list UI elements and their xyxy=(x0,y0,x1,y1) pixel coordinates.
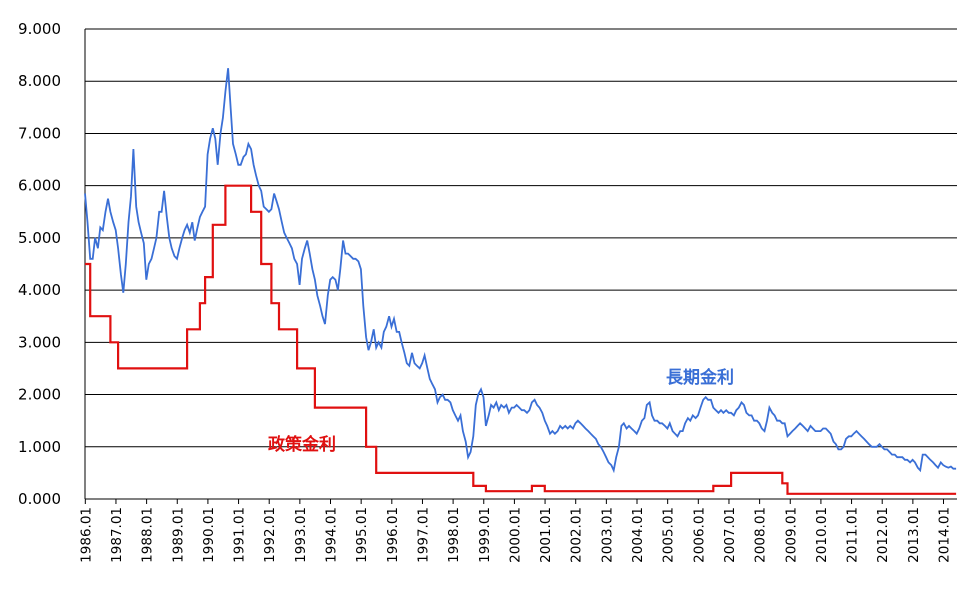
x-tick-label: 2005.01 xyxy=(661,507,677,563)
x-tick-label: 2000.01 xyxy=(507,507,523,563)
y-axis-ticks: 0.000 1.000 2.000 3.000 4.000 5.000 6.000 7.000… xyxy=(18,20,61,508)
x-tick-label: 2014.01 xyxy=(937,507,953,563)
x-tick-label: 1998.01 xyxy=(446,507,462,563)
y-tick-label: 3.000 xyxy=(18,333,61,351)
y-tick-label: 9.000 xyxy=(18,20,61,38)
x-tick-label: 2007.01 xyxy=(722,507,738,563)
x-tick-label: 2012.01 xyxy=(875,507,891,563)
x-tick-label: 1988.01 xyxy=(140,507,156,563)
y-tick-label: 6.000 xyxy=(18,177,61,195)
x-tick-label: 2009.01 xyxy=(783,507,799,563)
series-policy-rate xyxy=(85,184,957,495)
y-tick-label: 0.000 xyxy=(18,490,61,508)
x-tick-label: 1989.01 xyxy=(170,507,186,563)
x-tick-label: 1987.01 xyxy=(109,507,125,563)
x-tick-label: 1994.01 xyxy=(324,507,340,563)
x-tick-label: 1991.01 xyxy=(232,507,248,563)
y-tick-label: 8.000 xyxy=(18,72,61,90)
x-tick-label: 1992.01 xyxy=(262,507,278,563)
x-tick-label: 2006.01 xyxy=(691,507,707,563)
x-tick-label: 2003.01 xyxy=(599,507,615,563)
y-tick-label: 1.000 xyxy=(18,438,61,456)
y-tick-label: 4.000 xyxy=(18,281,61,299)
x-tick-label: 2011.01 xyxy=(845,507,861,563)
x-tick-label: 2004.01 xyxy=(630,507,646,563)
x-tick-label: 1997.01 xyxy=(415,507,431,563)
x-axis-ticks: 1986.01 1987.01 1988.01 1989.01 1990.01 1991.… xyxy=(78,499,953,563)
x-tick-label: 2013.01 xyxy=(906,507,922,563)
x-tick-label: 1986.01 xyxy=(78,507,94,563)
y-tick-label: 7.000 xyxy=(18,124,61,142)
series-long-term-rate xyxy=(84,68,957,474)
x-tick-label: 2002.01 xyxy=(569,507,585,563)
x-tick-label: 2001.01 xyxy=(538,507,554,563)
series-label-policy-rate: 政策金利 xyxy=(268,434,336,455)
x-tick-label: 2010.01 xyxy=(814,507,830,563)
x-tick-label: 1990.01 xyxy=(201,507,217,563)
x-tick-label: 2008.01 xyxy=(753,507,769,563)
y-tick-label: 5.000 xyxy=(18,229,61,247)
y-tick-label: 2.000 xyxy=(18,386,61,404)
x-tick-label: 1996.01 xyxy=(385,507,401,563)
series-label-long-term-rate: 長期金利 xyxy=(666,367,734,388)
x-tick-label: 1999.01 xyxy=(477,507,493,563)
x-tick-label: 1993.01 xyxy=(293,507,309,563)
x-tick-label: 1995.01 xyxy=(354,507,370,563)
